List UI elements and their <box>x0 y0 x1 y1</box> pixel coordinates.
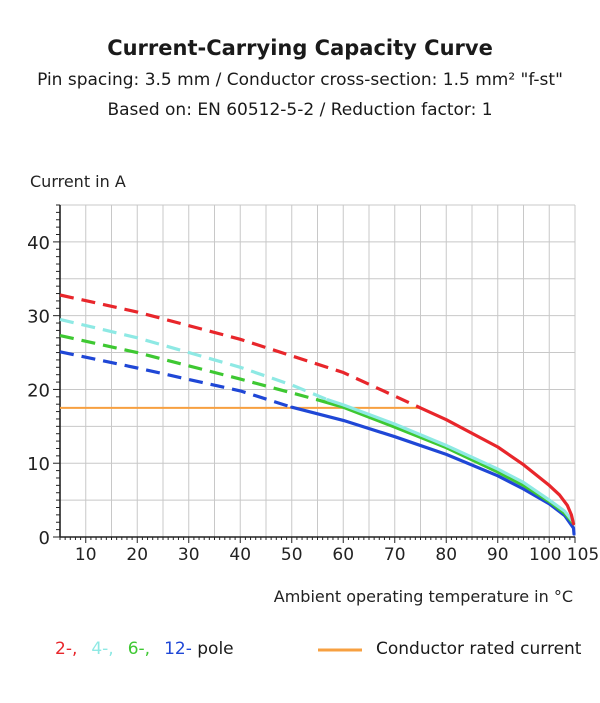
x-tick-label: 20 <box>126 545 148 565</box>
x-tick-label: 10 <box>75 545 97 565</box>
series-2-pole-dashed-line <box>59 293 422 410</box>
x-tick-label: 90 <box>487 545 509 565</box>
chart-subtitle-pin-spacing: Pin spacing: 3.5 mm / Conductor cross-se… <box>37 70 563 90</box>
x-tick-label: 50 <box>281 545 303 565</box>
chart-axes <box>53 204 576 543</box>
legend-item-2-pole: 2-, <box>55 639 78 659</box>
y-axis-label: Current in A <box>30 172 126 191</box>
pole-legend: 2-, 4-, 6-, 12- pole <box>55 639 234 659</box>
y-tick-label: 40 <box>27 233 50 254</box>
y-tick-label: 0 <box>39 528 50 549</box>
legend-item-12-pole: 12- <box>164 639 192 659</box>
chart-title: Current-Carrying Capacity Curve <box>107 36 493 60</box>
chart-grid <box>59 204 576 538</box>
x-axis-label: Ambient operating temperature in °C <box>274 587 573 606</box>
x-tick-label: 70 <box>384 545 406 565</box>
x-tick-label: 60 <box>332 545 354 565</box>
series-6-pole-dashed-line <box>59 334 318 402</box>
x-tick-label: 40 <box>229 545 251 565</box>
series-4-pole-dashed-line <box>59 317 329 402</box>
x-tick-label: 30 <box>178 545 200 565</box>
series-12pole-pole-dashed-line <box>59 350 293 409</box>
x-tick-label: 105 <box>567 545 599 565</box>
legend-item-6-pole: 6-, <box>127 639 151 659</box>
series-4-pole-solid-line <box>326 398 576 524</box>
y-tick-label: 20 <box>27 380 50 401</box>
x-tick-label: 100 <box>529 545 561 565</box>
x-tick-label: 80 <box>435 545 457 565</box>
series-2-pole-solid-line <box>418 406 576 526</box>
legend-pole-suffix: pole <box>197 639 234 659</box>
chart-subtitle-standard: Based on: EN 60512-5-2 / Reduction facto… <box>107 100 493 120</box>
chart-series <box>59 293 576 536</box>
rated-current-legend-label: Conductor rated current <box>376 639 582 659</box>
chart-labels: 0 10 20 30 40 10 20 30 40 50 60 70 80 90 100 105 Current… <box>27 172 599 606</box>
y-tick-label: 30 <box>27 307 50 328</box>
legend-item-4-pole: 4-, <box>91 639 114 659</box>
series-12pole-pole-solid-line <box>290 405 576 536</box>
y-tick-label: 10 <box>27 454 50 475</box>
